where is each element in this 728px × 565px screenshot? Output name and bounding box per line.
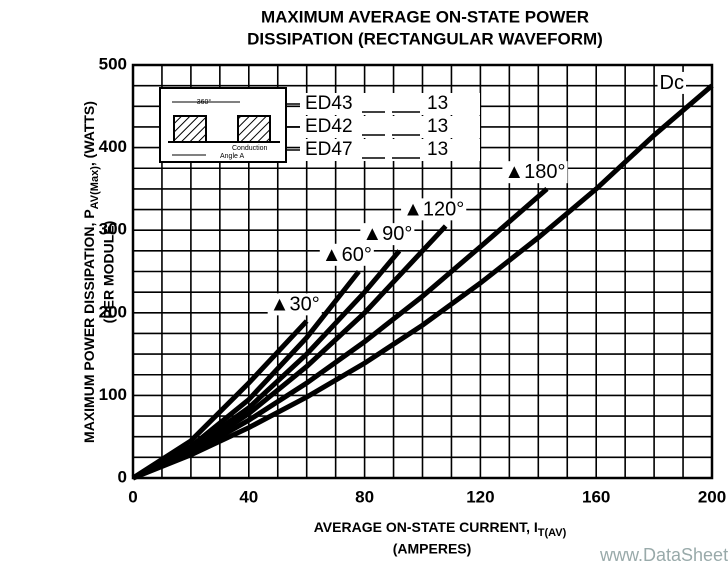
- y-tick-label: 300: [99, 220, 127, 239]
- row-bg: [300, 139, 480, 161]
- label-bg: [401, 198, 467, 221]
- device-code: 13: [427, 139, 448, 160]
- y-tick-label: 500: [99, 54, 127, 73]
- x-tick-label: 80: [355, 487, 374, 506]
- plot-frame: [131, 63, 714, 480]
- y-tick-label: 0: [118, 467, 127, 486]
- device-code: 13: [427, 116, 448, 137]
- curve: [131, 319, 309, 481]
- watermark: www.DataSheet4U.com: [599, 545, 728, 565]
- x-axis-label: AVERAGE ON-STATE CURRENT, IT(AV): [314, 519, 567, 539]
- period-label: 360°: [197, 98, 212, 106]
- label-bg: [502, 161, 568, 184]
- x-tick-label: 0: [128, 487, 137, 506]
- device-name: ED43: [305, 93, 353, 114]
- y-tick-label: 100: [99, 385, 127, 404]
- curve-label: ▲60°: [322, 244, 372, 266]
- label-bg: [267, 293, 322, 316]
- pulse: [173, 115, 207, 143]
- device-name: ED47: [305, 139, 353, 160]
- curve-label: ▲180°: [504, 161, 565, 183]
- chart-title: MAXIMUM AVERAGE ON-STATE POWER: [261, 7, 589, 26]
- y-label-sub: AV(Max): [89, 166, 101, 210]
- device-name: ED42: [305, 116, 353, 137]
- y-tick-label: 200: [99, 302, 127, 321]
- label-bg: [657, 71, 686, 94]
- y-axis-label: MAXIMUM POWER DISSIPATION, PAV(Max), (WA…: [81, 101, 101, 443]
- conduction-label: Conduction: [232, 145, 268, 152]
- x-label-sub: T(AV): [538, 527, 567, 539]
- x-tick-label: 40: [239, 487, 258, 506]
- row-bg: [300, 93, 480, 115]
- conduction-label: Angle A: [220, 153, 244, 160]
- inset: 360° Conduction Angle A: [159, 87, 287, 163]
- curve-label: ▲120°: [403, 198, 464, 220]
- curve-label: ▲90°: [362, 223, 412, 245]
- y-tick-label: 400: [99, 137, 127, 156]
- y-label-part: , (WATTS): [81, 101, 97, 166]
- pulse: [237, 115, 271, 143]
- x-tick-label: 200: [698, 487, 726, 506]
- curve-label: Dc: [660, 72, 684, 94]
- y-label-part: MAXIMUM POWER DISSIPATION, P: [81, 209, 97, 443]
- label-bg: [360, 223, 415, 246]
- chart-title: DISSIPATION (RECTANGULAR WAVEFORM): [247, 29, 603, 48]
- y-axis-label: (PER MODULE): [101, 221, 117, 324]
- label-bg: [319, 243, 374, 266]
- curve: [131, 224, 448, 481]
- x-axis-label: (AMPERES): [393, 541, 472, 557]
- device-code: 13: [427, 93, 448, 114]
- x-tick-label: 120: [466, 487, 494, 506]
- row-bg: [300, 116, 480, 138]
- x-label-part: AVERAGE ON-STATE CURRENT, I: [314, 519, 538, 535]
- x-tick-label: 160: [582, 487, 610, 506]
- curve: [132, 83, 714, 481]
- curve-label: ▲30°: [270, 293, 320, 315]
